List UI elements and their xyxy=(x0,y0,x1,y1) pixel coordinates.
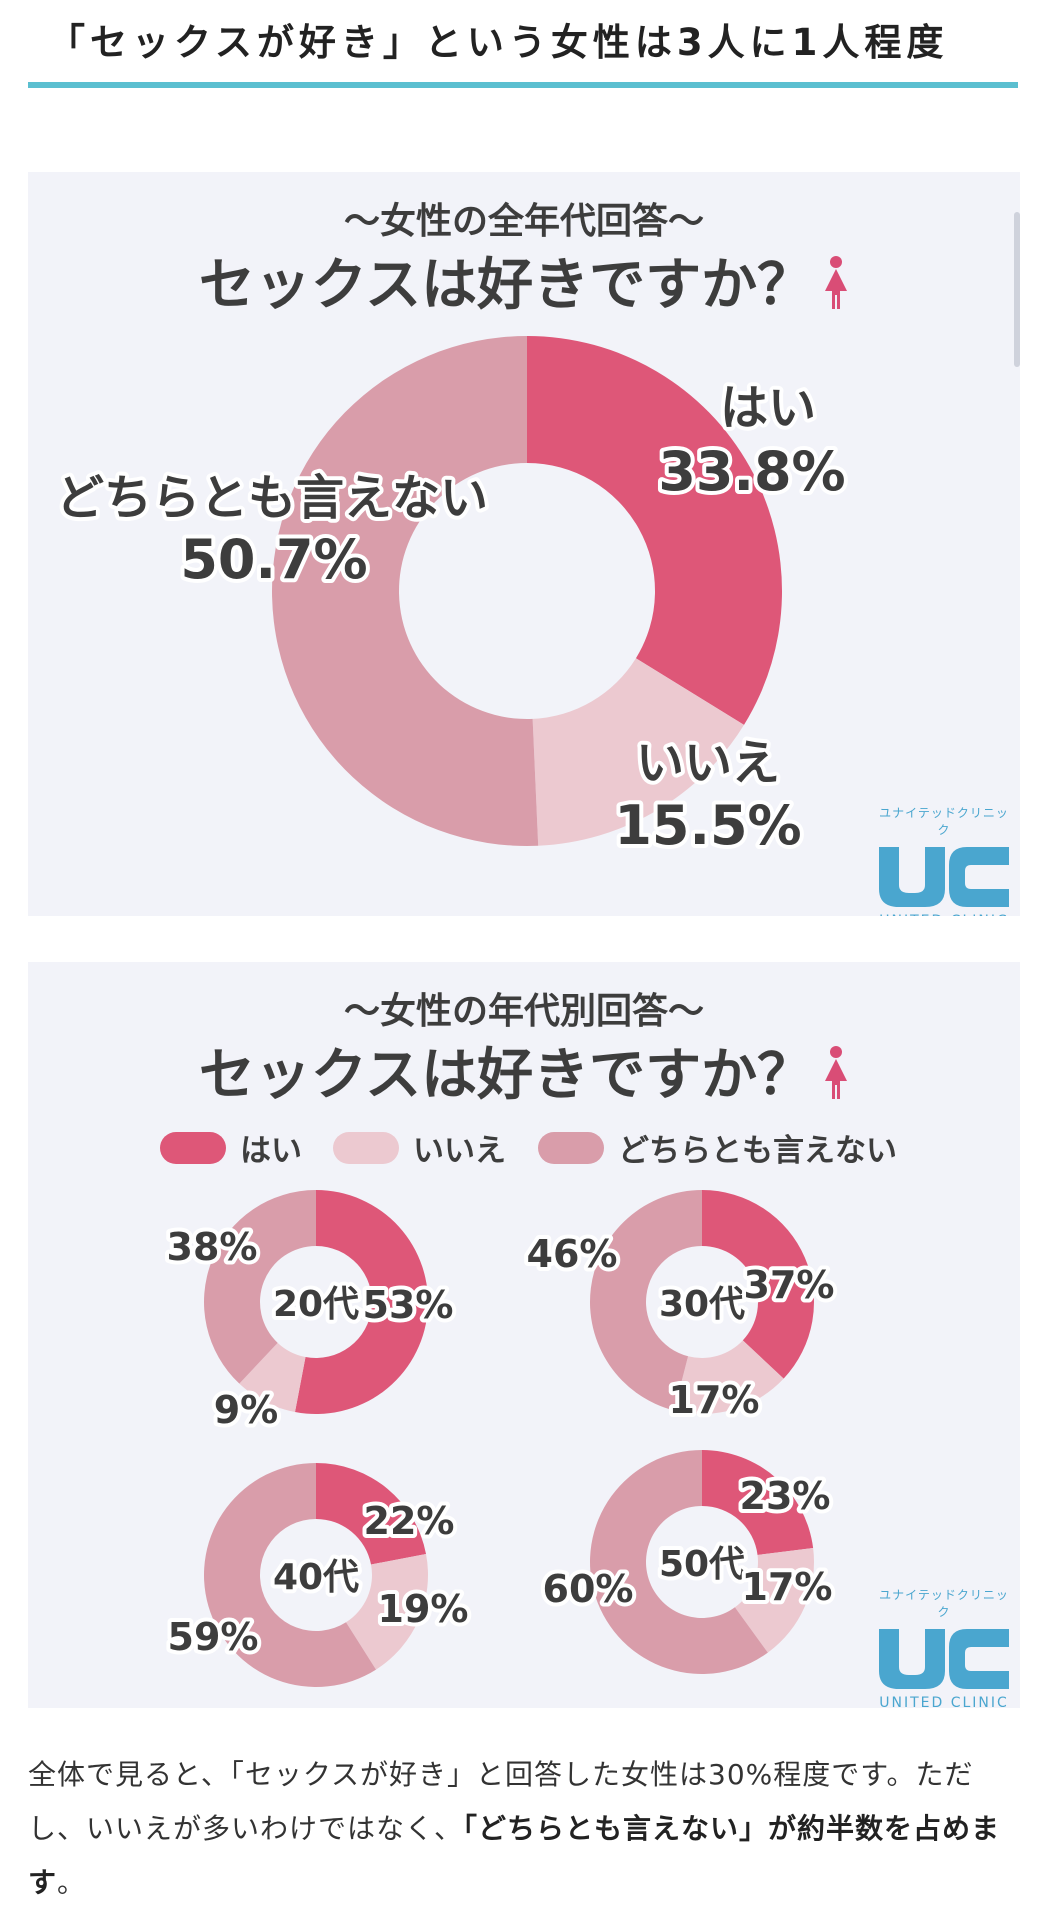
chart-subtitle: 〜女性の年代別回答〜 xyxy=(343,991,704,1032)
woman-icon xyxy=(823,1045,849,1113)
age-1-center-label: 30代 xyxy=(659,1284,745,1325)
legend-swatch xyxy=(538,1131,604,1164)
age-2-center-label: 40代 xyxy=(273,1557,359,1598)
age-2-slice-no xyxy=(346,1554,428,1670)
emphasis-text: 「どちらとも言えない」が約半数を占めます xyxy=(28,1812,1001,1899)
chart-title: セックスは好きですか？ xyxy=(198,1043,814,1108)
section-heading: 「セックスが好き」という女性は3人に1人程度 xyxy=(28,14,1018,88)
united-clinic-logo: ユナイテッドクリニック UNITED CLINIC xyxy=(874,1586,1014,1708)
legend-item-yes: はい xyxy=(160,1125,302,1170)
label-yes-name: はい xyxy=(720,380,816,436)
scrollbar[interactable] xyxy=(1014,212,1020,367)
age-1-value-neutral: 46% xyxy=(527,1232,618,1276)
overall-slice-no xyxy=(532,658,745,846)
legend-item-no: いいえ xyxy=(333,1125,506,1170)
age-chart-panel: 〜女性の年代別回答〜 セックスは好きですか？ はい いいえ どちらとも言えない … xyxy=(28,962,1020,1708)
age-0-value-neutral: 38% xyxy=(167,1225,258,1269)
age-3-value-neutral: 60% xyxy=(543,1567,634,1611)
uc-logo-mark xyxy=(875,1623,1013,1693)
overall-slice-neutral xyxy=(272,336,539,846)
age-0-value-yes: 53% xyxy=(363,1283,454,1327)
legend-item-neutral: どちらとも言えない xyxy=(538,1125,897,1170)
age-1-value-no: 17% xyxy=(669,1378,760,1422)
age-2-value-neutral: 59% xyxy=(168,1615,259,1659)
legend-swatch xyxy=(160,1131,226,1164)
age-3-slice-neutral xyxy=(590,1450,768,1674)
age-2-value-yes: 22% xyxy=(364,1499,455,1543)
age-1-slice-neutral xyxy=(590,1190,702,1411)
chart-subtitle: 〜女性の全年代回答〜 xyxy=(343,201,704,242)
legend-swatch xyxy=(333,1131,399,1164)
age-3-slice-yes xyxy=(702,1450,814,1555)
age-3-value-no: 17% xyxy=(742,1565,833,1609)
age-0-slice-yes xyxy=(295,1190,429,1414)
age-0-value-no: 9% xyxy=(214,1388,279,1432)
chart-title-row: セックスは好きですか？ xyxy=(28,1030,1020,1113)
summary-paragraph: 全体で見ると、「セックスが好き」と回答した女性は30%程度です。ただし、いいえが… xyxy=(28,1758,1001,1899)
age-0-center-label: 20代 xyxy=(273,1284,359,1325)
label-neutral-value: 50.7% xyxy=(180,528,367,591)
united-clinic-logo: ユナイテッドクリニック UNITED CLINIC xyxy=(874,804,1014,916)
age-3-slice-no xyxy=(734,1547,814,1653)
label-no-value: 15.5% xyxy=(614,794,801,857)
woman-icon xyxy=(823,255,849,323)
label-neutral-name: どちらとも言えない xyxy=(56,470,488,526)
age-2-slice-neutral xyxy=(203,1463,377,1687)
label-yes-value: 33.8% xyxy=(658,440,845,503)
age-3-value-yes: 23% xyxy=(740,1474,831,1518)
overall-slice-yes xyxy=(527,336,783,725)
uc-logo-mark xyxy=(875,841,1013,911)
age-1-value-yes: 37% xyxy=(744,1263,835,1307)
chart-title-row: セックスは好きですか？ xyxy=(28,240,1020,323)
age-2-slice-yes xyxy=(316,1463,427,1565)
age-1-slice-yes xyxy=(702,1190,814,1379)
chart-title: セックスは好きですか？ xyxy=(198,253,814,318)
overall-chart-panel: 〜女性の全年代回答〜 セックスは好きですか？ はい 33.8% いいえ 15.5% どち… xyxy=(28,172,1020,916)
age-0-slice-no xyxy=(239,1342,306,1413)
age-1-slice-no xyxy=(674,1340,784,1414)
age-3-center-label: 50代 xyxy=(659,1544,745,1585)
label-no-name: いいえ xyxy=(636,735,780,791)
age-2-value-no: 19% xyxy=(378,1587,469,1631)
age-0-slice-neutral xyxy=(203,1190,316,1384)
